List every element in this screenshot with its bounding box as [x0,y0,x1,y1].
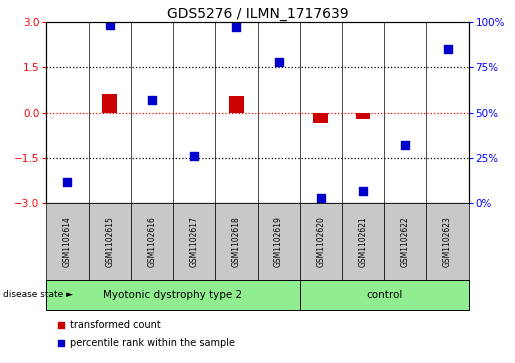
Point [190,153,198,159]
Bar [342,203,384,280]
Text: disease state ►: disease state ► [3,290,73,299]
Bar [46,280,300,310]
Point [106,23,114,28]
Bar [46,203,89,280]
Text: GSM1102622: GSM1102622 [401,216,410,267]
Text: GSM1102619: GSM1102619 [274,216,283,267]
Point [359,188,367,193]
Bar [173,203,215,280]
Bar [384,203,426,280]
Bar [89,203,131,280]
Text: control: control [366,290,402,300]
Text: GSM1102615: GSM1102615 [105,216,114,267]
Bar [356,113,370,119]
Bar [426,203,469,280]
Bar [300,203,342,280]
Text: percentile rank within the sample: percentile rank within the sample [70,338,234,348]
Bar [300,280,469,310]
Text: GSM1102620: GSM1102620 [316,216,325,267]
Point [232,24,241,30]
Bar [229,96,244,113]
Point [148,97,156,103]
Text: transformed count: transformed count [70,320,160,330]
Bar [314,113,328,123]
Point [63,179,72,184]
Point [401,142,409,148]
Text: GSM1102621: GSM1102621 [358,216,368,267]
Title: GDS5276 / ILMN_1717639: GDS5276 / ILMN_1717639 [167,7,348,21]
Text: GSM1102617: GSM1102617 [190,216,199,267]
Text: GSM1102616: GSM1102616 [147,216,157,267]
Text: GSM1102614: GSM1102614 [63,216,72,267]
Point [443,46,452,52]
Bar [215,203,258,280]
Bar [258,203,300,280]
Bar [131,203,173,280]
Point [57,340,65,346]
Text: GSM1102623: GSM1102623 [443,216,452,267]
Text: Myotonic dystrophy type 2: Myotonic dystrophy type 2 [104,290,243,300]
Point [57,322,65,328]
Bar [102,94,117,113]
Point [274,59,283,65]
Text: GSM1102618: GSM1102618 [232,216,241,267]
Point [317,195,325,201]
